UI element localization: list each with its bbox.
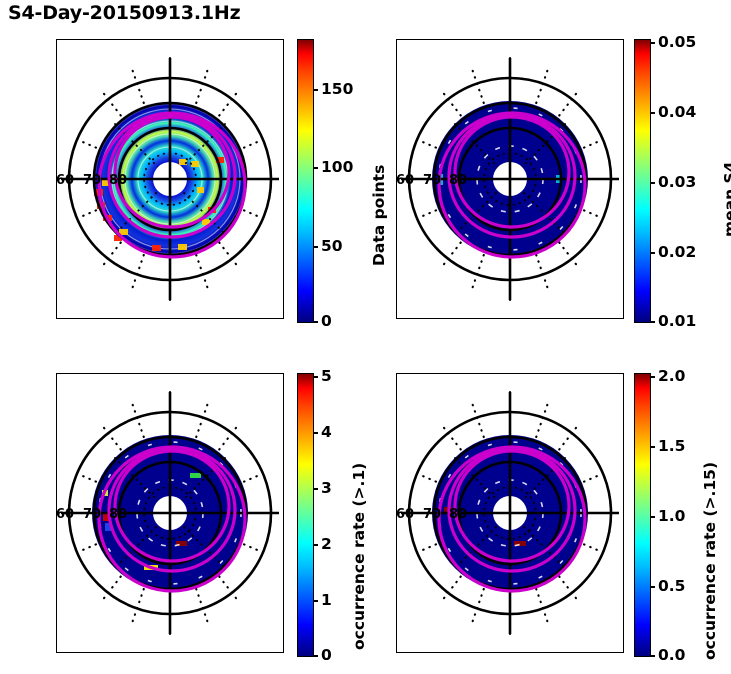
cbar-tick-label: 0.05 <box>658 33 697 51</box>
lat-label-80: 80 <box>109 507 127 522</box>
cbar-tick-label: 0.02 <box>658 243 697 261</box>
lat-label-70: 70 <box>83 173 101 188</box>
cbar-tick-label: 0.03 <box>658 173 697 191</box>
cbar-tick <box>313 655 318 657</box>
cbar-tick <box>650 446 655 448</box>
cbar-tick <box>650 586 655 588</box>
cbar-tick <box>313 167 318 169</box>
colorbar-occurrence-gt-0p1: 5 4 3 2 1 0 occurrence rate (>.1) <box>297 367 368 664</box>
cbar-tick-label: 50 <box>321 237 343 255</box>
cbar-tick <box>313 544 318 546</box>
cbar-tick-label: 1.0 <box>658 507 686 525</box>
cbar-tick-label: 0 <box>321 646 332 664</box>
cbar-tick <box>650 252 655 254</box>
cbar-tick <box>313 246 318 248</box>
cbar-tick-label: 0 <box>321 312 332 330</box>
lat-label-80: 80 <box>449 173 467 188</box>
cbar-tick-label: 3 <box>321 479 332 497</box>
colorbar-title-occurrence-gt-0p1: occurrence rate (>.1) <box>350 462 368 650</box>
cbar-tick <box>650 655 655 657</box>
cbar-tick-label: 4 <box>321 423 332 441</box>
panel-occurrence-rate-gt-0p1: 60 70 80 <box>56 373 284 653</box>
lat-label-60: 60 <box>56 507 74 522</box>
cbar-tick <box>650 376 655 378</box>
cbar-tick-label: 0.0 <box>658 646 686 664</box>
colorbar-gradient <box>298 40 313 322</box>
colorbar-data-points: 150 100 50 0 Data points <box>297 39 388 330</box>
colorbar-mean-s4: 0.05 0.04 0.03 0.02 0.01 mean S4 <box>634 33 731 330</box>
colorbar-title-data-points: Data points <box>370 164 388 266</box>
cbar-tick-label: 1 <box>321 591 332 609</box>
cbar-tick-label: 150 <box>321 80 354 98</box>
cbar-tick <box>650 321 655 323</box>
cbar-tick <box>313 89 318 91</box>
colorbar-title-occurrence-gt-0p15: occurrence rate (>.15) <box>701 461 719 660</box>
cbar-tick <box>313 488 318 490</box>
polar-plot-data-points: 60 70 80 <box>56 56 279 302</box>
colorbar-title-mean-s4: mean S4 <box>721 161 731 237</box>
panel-mean-s4: 60 70 80 <box>396 39 624 319</box>
lat-label-60: 60 <box>396 173 414 188</box>
lat-label-60: 60 <box>56 173 74 188</box>
cbar-tick <box>650 112 655 114</box>
cbar-tick-label: 0.04 <box>658 103 697 121</box>
lat-label-80: 80 <box>109 173 127 188</box>
polar-plot-mean-s4: 60 70 80 <box>396 56 619 302</box>
lat-label-70: 70 <box>83 507 101 522</box>
cbar-tick-label: 2.0 <box>658 367 686 385</box>
cbar-tick <box>650 182 655 184</box>
cbar-tick <box>313 600 318 602</box>
cbar-tick <box>650 42 655 44</box>
cbar-tick <box>313 376 318 378</box>
colorbar-gradient <box>635 40 650 322</box>
polar-plot-occurrence-gt-0p15: 60 70 80 <box>396 390 619 636</box>
cbar-tick <box>313 432 318 434</box>
cbar-tick-label: 1.5 <box>658 437 686 455</box>
cbar-tick-label: 0.01 <box>658 312 697 330</box>
polar-plot-occurrence-gt-0p1: 60 70 80 <box>56 390 279 636</box>
colorbar-gradient <box>298 374 313 656</box>
lat-label-70: 70 <box>423 507 441 522</box>
lat-label-80: 80 <box>449 507 467 522</box>
panel-data-points: 60 70 80 <box>56 39 284 319</box>
cbar-tick <box>313 321 318 323</box>
colorbar-gradient <box>635 374 650 656</box>
cbar-tick <box>650 516 655 518</box>
lat-label-70: 70 <box>423 173 441 188</box>
lat-label-60: 60 <box>396 507 414 522</box>
figure-title: S4-Day-20150913.1Hz <box>8 2 241 24</box>
cbar-tick-label: 100 <box>321 158 354 176</box>
colorbar-occurrence-gt-0p15: 2.0 1.5 1.0 0.5 0.0 occurrence rate (>.1… <box>634 367 719 664</box>
cbar-tick-label: 0.5 <box>658 577 686 595</box>
cbar-tick-label: 5 <box>321 367 332 385</box>
panel-occurrence-rate-gt-0p15: 60 70 80 <box>396 373 624 653</box>
cbar-tick-label: 2 <box>321 535 332 553</box>
